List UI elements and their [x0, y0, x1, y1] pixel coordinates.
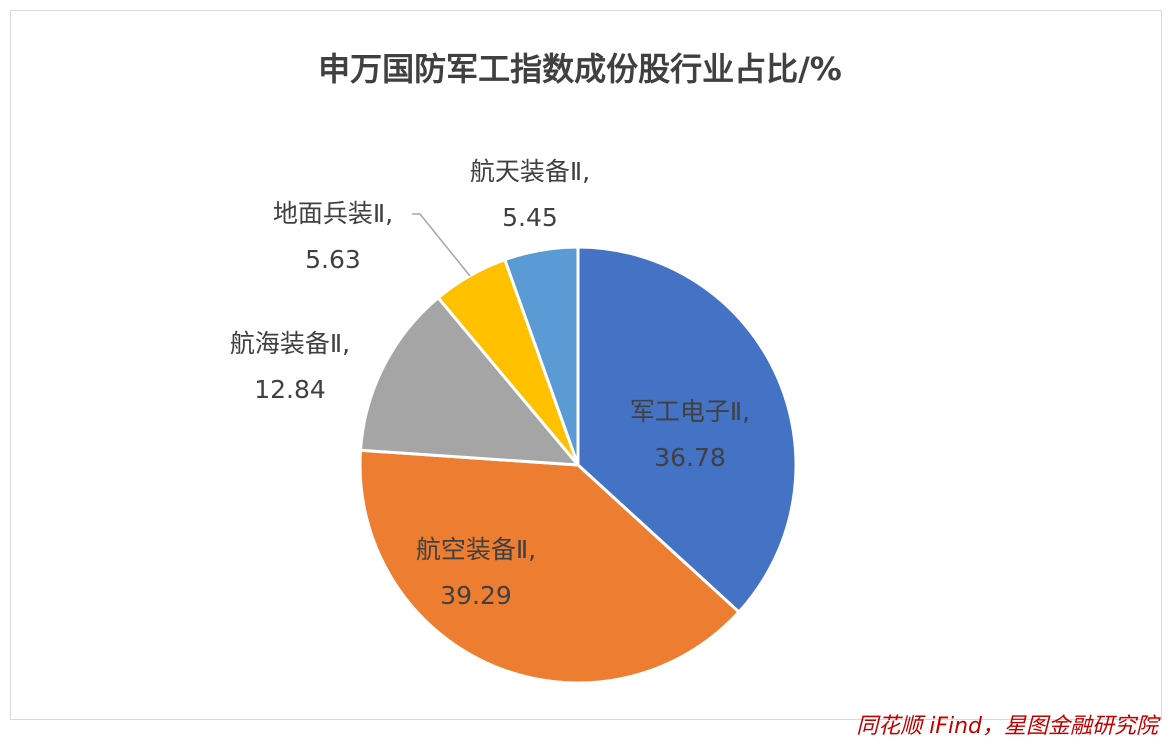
slice-value-5: 5.45: [502, 203, 558, 232]
slice-value-2: 39.29: [440, 581, 512, 610]
pie-slice-2: [358, 448, 742, 685]
pie-slice-5: [502, 245, 580, 466]
slice-value-3: 12.84: [254, 375, 326, 404]
slice-value-4: 5.63: [305, 245, 361, 274]
slice-label-4: 地面兵装Ⅱ,: [273, 199, 393, 228]
pie-slice-3: [358, 295, 582, 467]
slice-label-3: 航海装备Ⅱ,: [230, 329, 350, 358]
pie-slices: [358, 245, 798, 685]
slice-labels: 军工电子Ⅱ, 36.78 航空装备Ⅱ, 39.29 航海装备Ⅱ, 12.84 地面兵装Ⅱ, 5…: [230, 157, 750, 610]
slice-label-5: 航天装备Ⅱ,: [470, 157, 590, 186]
chart-title: 申万国防军工指数成份股行业占比/%: [318, 50, 842, 88]
pie-slice-1: [576, 245, 798, 615]
leader-line-4: [412, 213, 471, 277]
slice-value-1: 36.78: [654, 443, 726, 472]
slice-label-1: 军工电子Ⅱ,: [630, 397, 750, 426]
source-credit: 同花顺 iFind，星图金融研究院: [856, 714, 1158, 739]
leader-lines: [412, 213, 471, 277]
slice-label-2: 航空装备Ⅱ,: [416, 535, 536, 564]
